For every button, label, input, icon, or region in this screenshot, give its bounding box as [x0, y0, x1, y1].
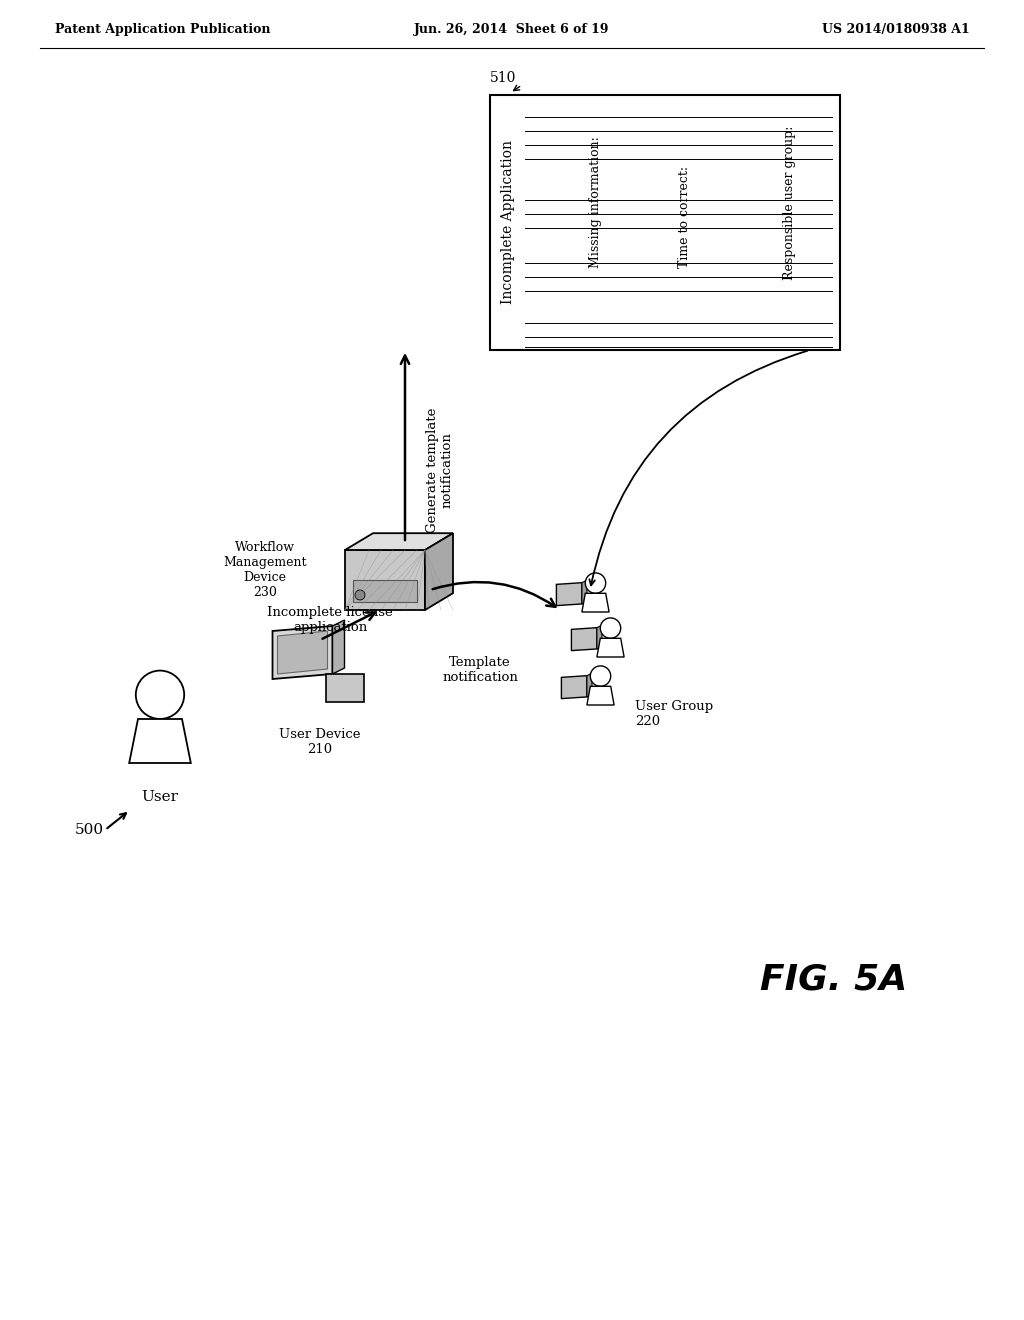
Text: Missing information:: Missing information:	[589, 137, 601, 268]
Polygon shape	[571, 628, 597, 651]
Polygon shape	[556, 582, 582, 606]
Polygon shape	[582, 593, 609, 612]
Polygon shape	[561, 676, 587, 698]
Polygon shape	[587, 686, 614, 705]
Text: User Group
220: User Group 220	[635, 700, 713, 729]
Polygon shape	[345, 550, 425, 610]
Polygon shape	[597, 626, 602, 649]
Text: User Device
210: User Device 210	[280, 729, 360, 756]
Circle shape	[600, 618, 621, 639]
Polygon shape	[582, 579, 587, 605]
Text: Template
notification: Template notification	[442, 656, 518, 684]
Text: FIG. 5A: FIG. 5A	[760, 964, 907, 997]
Polygon shape	[597, 639, 624, 657]
Polygon shape	[587, 673, 592, 697]
Text: US 2014/0180938 A1: US 2014/0180938 A1	[822, 24, 970, 37]
Text: Generate template
notification: Generate template notification	[426, 408, 454, 533]
Polygon shape	[345, 533, 453, 550]
Text: Jun. 26, 2014  Sheet 6 of 19: Jun. 26, 2014 Sheet 6 of 19	[415, 24, 609, 37]
Text: 500: 500	[75, 822, 104, 837]
Text: Responsible user group:: Responsible user group:	[783, 125, 797, 280]
Polygon shape	[326, 675, 364, 702]
Circle shape	[586, 573, 606, 593]
Text: 510: 510	[490, 71, 516, 84]
Polygon shape	[278, 631, 328, 675]
Text: User: User	[141, 789, 178, 804]
Bar	[490, 95, 840, 350]
Text: Workflow
Management
Device
230: Workflow Management Device 230	[223, 541, 307, 599]
Circle shape	[136, 671, 184, 719]
Text: Time to correct:: Time to correct:	[679, 166, 691, 268]
Polygon shape	[425, 533, 453, 610]
Circle shape	[355, 590, 365, 601]
Bar	[353, 579, 417, 602]
Text: Incomplete Application: Incomplete Application	[501, 140, 515, 305]
Circle shape	[590, 665, 610, 686]
Polygon shape	[129, 719, 190, 763]
Text: Incomplete license
application: Incomplete license application	[267, 606, 393, 634]
Polygon shape	[333, 620, 344, 675]
Text: Patent Application Publication: Patent Application Publication	[55, 24, 270, 37]
Polygon shape	[272, 626, 333, 678]
